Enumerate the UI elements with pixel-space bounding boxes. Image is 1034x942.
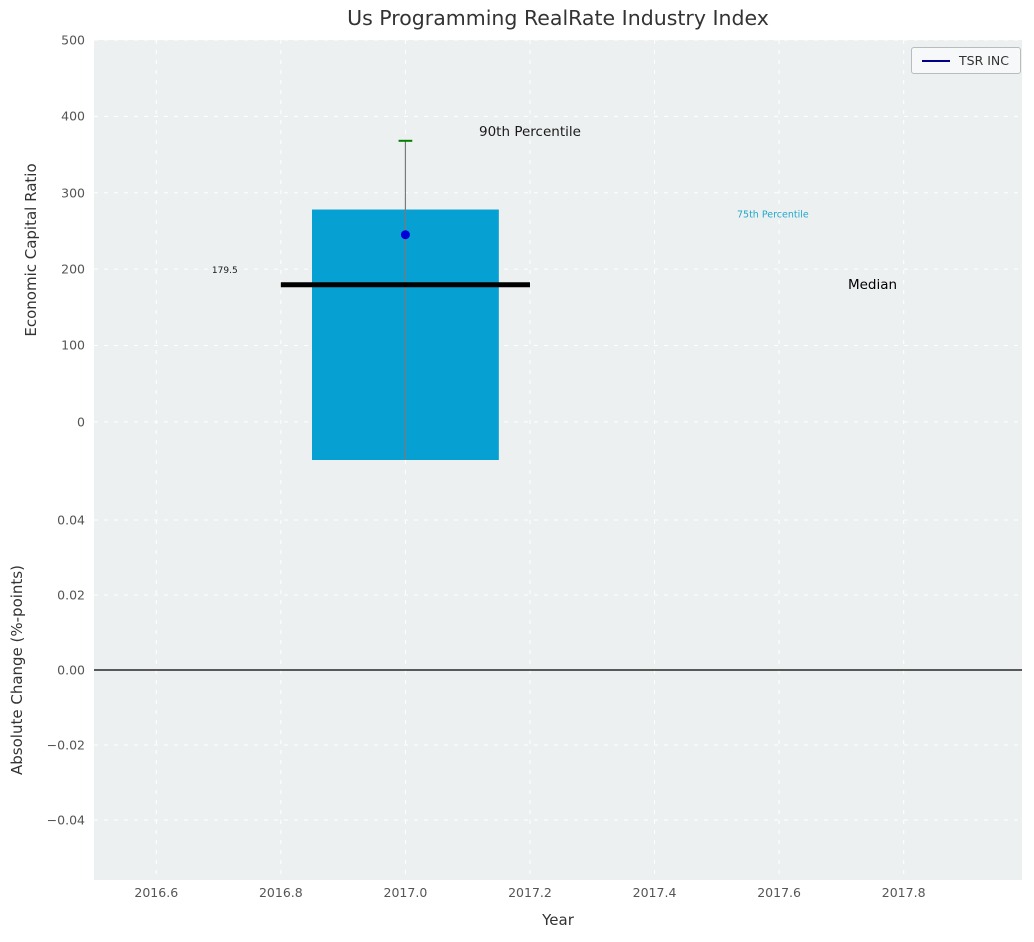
y-axis-label-bottom: Absolute Change (%-points) (8, 565, 26, 775)
y-tick-label-top: 500 (61, 32, 85, 48)
x-tick-label: 2017.2 (508, 885, 552, 900)
legend-line-sample (922, 59, 950, 62)
annotation-75th-percentile: 75th Percentile (736, 209, 809, 221)
y-tick-label-bottom: 0.02 (57, 587, 85, 603)
y-axis-label-top: Economic Capital Ratio (22, 163, 40, 337)
annotation-median: Median (847, 276, 898, 293)
tsr-inc-point (400, 230, 410, 240)
x-tick-label: 2017.4 (632, 885, 677, 900)
x-tick-label: 2017.8 (881, 885, 926, 900)
top-panel-bg (94, 40, 1022, 460)
legend-label: TSR INC (959, 53, 1009, 68)
y-tick-label-top: 100 (61, 337, 85, 353)
y-tick-label-bottom: −0.02 (46, 737, 85, 753)
annotation-90th-percentile: 90th Percentile (479, 123, 581, 140)
chart-title: Us Programming RealRate Industry Index (347, 6, 769, 30)
x-axis-label: Year (542, 911, 574, 929)
legend: TSR INC (911, 47, 1021, 74)
y-tick-label-top: 300 (61, 185, 85, 201)
x-tick-label: 2017.0 (383, 885, 428, 900)
y-tick-label-top: 200 (61, 261, 85, 277)
y-tick-label-bottom: −0.04 (46, 812, 85, 828)
y-tick-label-top: 400 (61, 108, 85, 124)
x-tick-label: 2016.6 (134, 885, 179, 900)
y-tick-label-bottom: 0.00 (57, 662, 85, 678)
x-tick-label: 2017.6 (757, 885, 801, 900)
y-tick-label-top: 0 (77, 414, 85, 430)
annotation-median-value: 179.5 (211, 266, 238, 276)
x-tick-label: 2016.8 (258, 885, 303, 900)
y-tick-label-bottom: 0.04 (57, 512, 85, 528)
